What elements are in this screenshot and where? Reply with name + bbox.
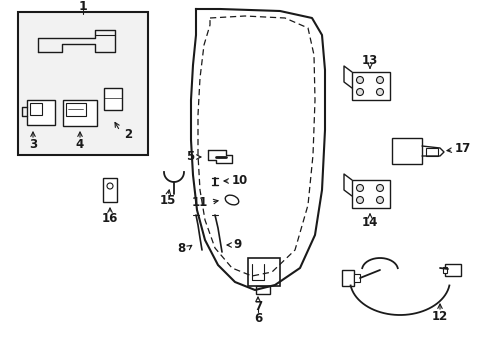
Bar [341,270,353,286]
Circle shape [376,77,383,84]
Bar [104,88,122,110]
Text: 17: 17 [454,141,470,154]
Bar [353,274,359,282]
Circle shape [356,77,363,84]
Ellipse shape [225,195,238,205]
Bar [30,103,42,115]
Text: 6: 6 [253,311,262,324]
Bar [444,264,460,276]
Circle shape [356,89,363,95]
Text: 13: 13 [361,54,377,67]
Text: 3: 3 [29,138,37,150]
Text: 14: 14 [361,216,377,229]
Circle shape [107,183,113,189]
Text: 15: 15 [160,194,176,207]
Text: 7: 7 [253,300,262,312]
Bar [425,148,437,156]
Bar [256,286,269,294]
Text: 2: 2 [123,129,132,141]
Bar [351,180,389,208]
Bar [63,100,97,126]
Text: 4: 4 [76,138,84,150]
Circle shape [356,184,363,192]
Text: 11: 11 [191,195,207,208]
Circle shape [376,89,383,95]
Bar [391,138,421,164]
Text: 1: 1 [79,0,87,13]
Text: 5: 5 [185,150,194,163]
Bar [18,12,148,155]
Text: 10: 10 [231,175,248,188]
Circle shape [376,184,383,192]
Text: 9: 9 [233,238,242,252]
Circle shape [376,197,383,203]
Text: 12: 12 [431,310,447,323]
Bar [351,72,389,100]
Circle shape [356,197,363,203]
Bar [247,258,280,286]
Bar [103,178,117,202]
Text: 16: 16 [102,211,118,225]
Bar [442,267,446,273]
Bar [66,103,86,116]
Text: 8: 8 [176,242,184,255]
Bar [27,100,55,125]
